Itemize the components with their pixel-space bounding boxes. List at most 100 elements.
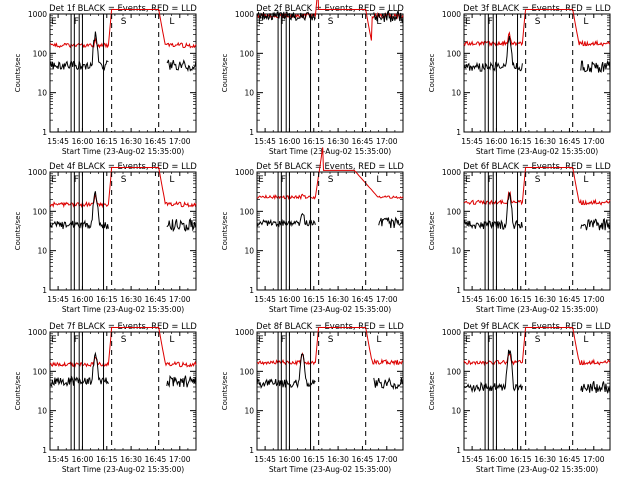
marker-letter: L — [169, 335, 174, 345]
marker-letter: L — [169, 17, 174, 27]
y-tick-label: 10 — [244, 247, 254, 256]
plot-frame — [49, 13, 197, 133]
x-tick-label: 15:45 — [461, 295, 483, 304]
y-axis-label: Counts/sec — [221, 372, 229, 411]
detector-panel: Det 7f BLACK = Events, RED = LLD 1 10 100 10… — [14, 321, 197, 474]
x-tick-label: 16:45 — [559, 137, 581, 146]
plot-frame — [256, 13, 404, 133]
panel-title: Det 1f BLACK = Events, RED = LLD — [49, 3, 197, 13]
x-tick-label: 16:15 — [96, 137, 118, 146]
y-axis-label: Counts/sec — [428, 54, 436, 93]
x-axis-label: Start Time (23-Aug-02 15:35:00) — [269, 465, 391, 474]
y-tick-label: 10 — [37, 247, 47, 256]
y-tick-label: 10 — [451, 89, 461, 98]
marker-letter: L — [583, 17, 588, 27]
marker-letter: L — [376, 17, 381, 27]
x-tick-label: 16:45 — [145, 137, 167, 146]
marker-letter: E — [258, 175, 264, 185]
y-tick-label: 1 — [456, 286, 461, 295]
y-tick-label: 1000 — [235, 168, 254, 177]
marker-letter: E — [258, 17, 264, 27]
plot-frame — [49, 331, 197, 451]
y-tick-label: 100 — [240, 367, 255, 376]
marker-letter: E — [51, 17, 57, 27]
x-tick-label: 17:00 — [169, 455, 191, 464]
x-tick-label: 16:15 — [510, 455, 532, 464]
marker-letter: L — [583, 335, 588, 345]
panel-title: Det 3f BLACK = Events, RED = LLD — [463, 3, 611, 13]
y-tick-label: 1000 — [28, 168, 47, 177]
marker-letter: S — [328, 175, 334, 185]
x-tick-label: 15:45 — [47, 137, 69, 146]
detector-panel: Det 8f BLACK = Events, RED = LLD 1 10 100 10… — [221, 321, 404, 474]
x-axis-label: Start Time (23-Aug-02 15:35:00) — [476, 465, 598, 474]
plot-frame — [256, 331, 404, 451]
x-tick-label: 15:45 — [461, 137, 483, 146]
events-series-line — [166, 58, 197, 73]
y-tick-label: 1 — [249, 286, 254, 295]
x-axis-label: Start Time (23-Aug-02 15:35:00) — [269, 305, 391, 314]
marker-letter: L — [583, 175, 588, 185]
panel-title: Det 7f BLACK = Events, RED = LLD — [49, 321, 197, 331]
y-tick-label: 1000 — [235, 328, 254, 337]
y-axis-label: Counts/sec — [428, 212, 436, 251]
y-tick-label: 1000 — [28, 328, 47, 337]
marker-letter: F — [488, 335, 493, 345]
events-series-line — [256, 11, 316, 22]
marker-letter: F — [74, 175, 79, 185]
marker-letter: S — [535, 17, 541, 27]
marker-letter: F — [281, 175, 286, 185]
panel-title: Det 4f BLACK = Events, RED = LLD — [49, 161, 197, 171]
y-tick-label: 100 — [447, 207, 462, 216]
x-tick-label: 16:00 — [486, 455, 508, 464]
x-tick-label: 15:45 — [254, 137, 276, 146]
x-tick-label: 16:00 — [72, 137, 94, 146]
x-tick-label: 16:00 — [72, 295, 94, 304]
x-tick-label: 16:45 — [559, 455, 581, 464]
y-tick-label: 1000 — [442, 168, 461, 177]
marker-letter: S — [535, 335, 541, 345]
y-tick-label: 100 — [33, 49, 48, 58]
x-tick-label: 16:45 — [352, 295, 374, 304]
x-tick-label: 15:45 — [461, 455, 483, 464]
x-tick-label: 16:45 — [559, 295, 581, 304]
x-tick-label: 16:15 — [96, 455, 118, 464]
y-tick-label: 100 — [240, 49, 255, 58]
x-tick-label: 16:15 — [96, 295, 118, 304]
y-tick-label: 100 — [33, 367, 48, 376]
events-series-line — [373, 10, 404, 24]
y-tick-label: 100 — [447, 367, 462, 376]
y-tick-label: 1000 — [442, 10, 461, 19]
detector-panel: Det 6f BLACK = Events, RED = LLD 1 10 100 10… — [428, 161, 611, 314]
y-axis-label: Counts/sec — [221, 212, 229, 251]
y-tick-label: 100 — [33, 207, 48, 216]
x-tick-label: 16:00 — [486, 137, 508, 146]
x-tick-label: 17:00 — [583, 137, 605, 146]
panel-title: Det 6f BLACK = Events, RED = LLD — [463, 161, 611, 171]
y-tick-label: 10 — [451, 247, 461, 256]
x-tick-label: 15:45 — [47, 455, 69, 464]
x-tick-label: 16:30 — [120, 455, 142, 464]
detector-panel: Det 5f BLACK = Events, RED = LLD 1 10 100 10… — [221, 147, 404, 314]
x-tick-label: 16:45 — [352, 455, 374, 464]
x-tick-label: 16:00 — [279, 137, 301, 146]
x-tick-label: 17:00 — [583, 455, 605, 464]
x-tick-label: 17:00 — [376, 137, 398, 146]
marker-letter: F — [281, 17, 286, 27]
x-tick-label: 16:30 — [534, 137, 556, 146]
marker-letter: S — [121, 17, 127, 27]
detector-panel: Det 9f BLACK = Events, RED = LLD 1 10 100 10… — [428, 321, 611, 474]
y-tick-label: 1 — [42, 446, 47, 455]
y-tick-label: 1 — [249, 446, 254, 455]
events-series-line — [580, 381, 611, 395]
x-tick-label: 16:00 — [279, 455, 301, 464]
x-tick-label: 16:15 — [303, 455, 325, 464]
x-tick-label: 16:15 — [510, 137, 532, 146]
detector-panel: Det 3f BLACK = Events, RED = LLD 1 10 100 10… — [428, 3, 611, 156]
detector-panel: Det 1f BLACK = Events, RED = LLD 1 10 100 10… — [14, 3, 197, 156]
y-tick-label: 100 — [240, 207, 255, 216]
events-series-line — [166, 375, 197, 388]
x-tick-label: 16:00 — [486, 295, 508, 304]
x-tick-label: 16:45 — [145, 455, 167, 464]
